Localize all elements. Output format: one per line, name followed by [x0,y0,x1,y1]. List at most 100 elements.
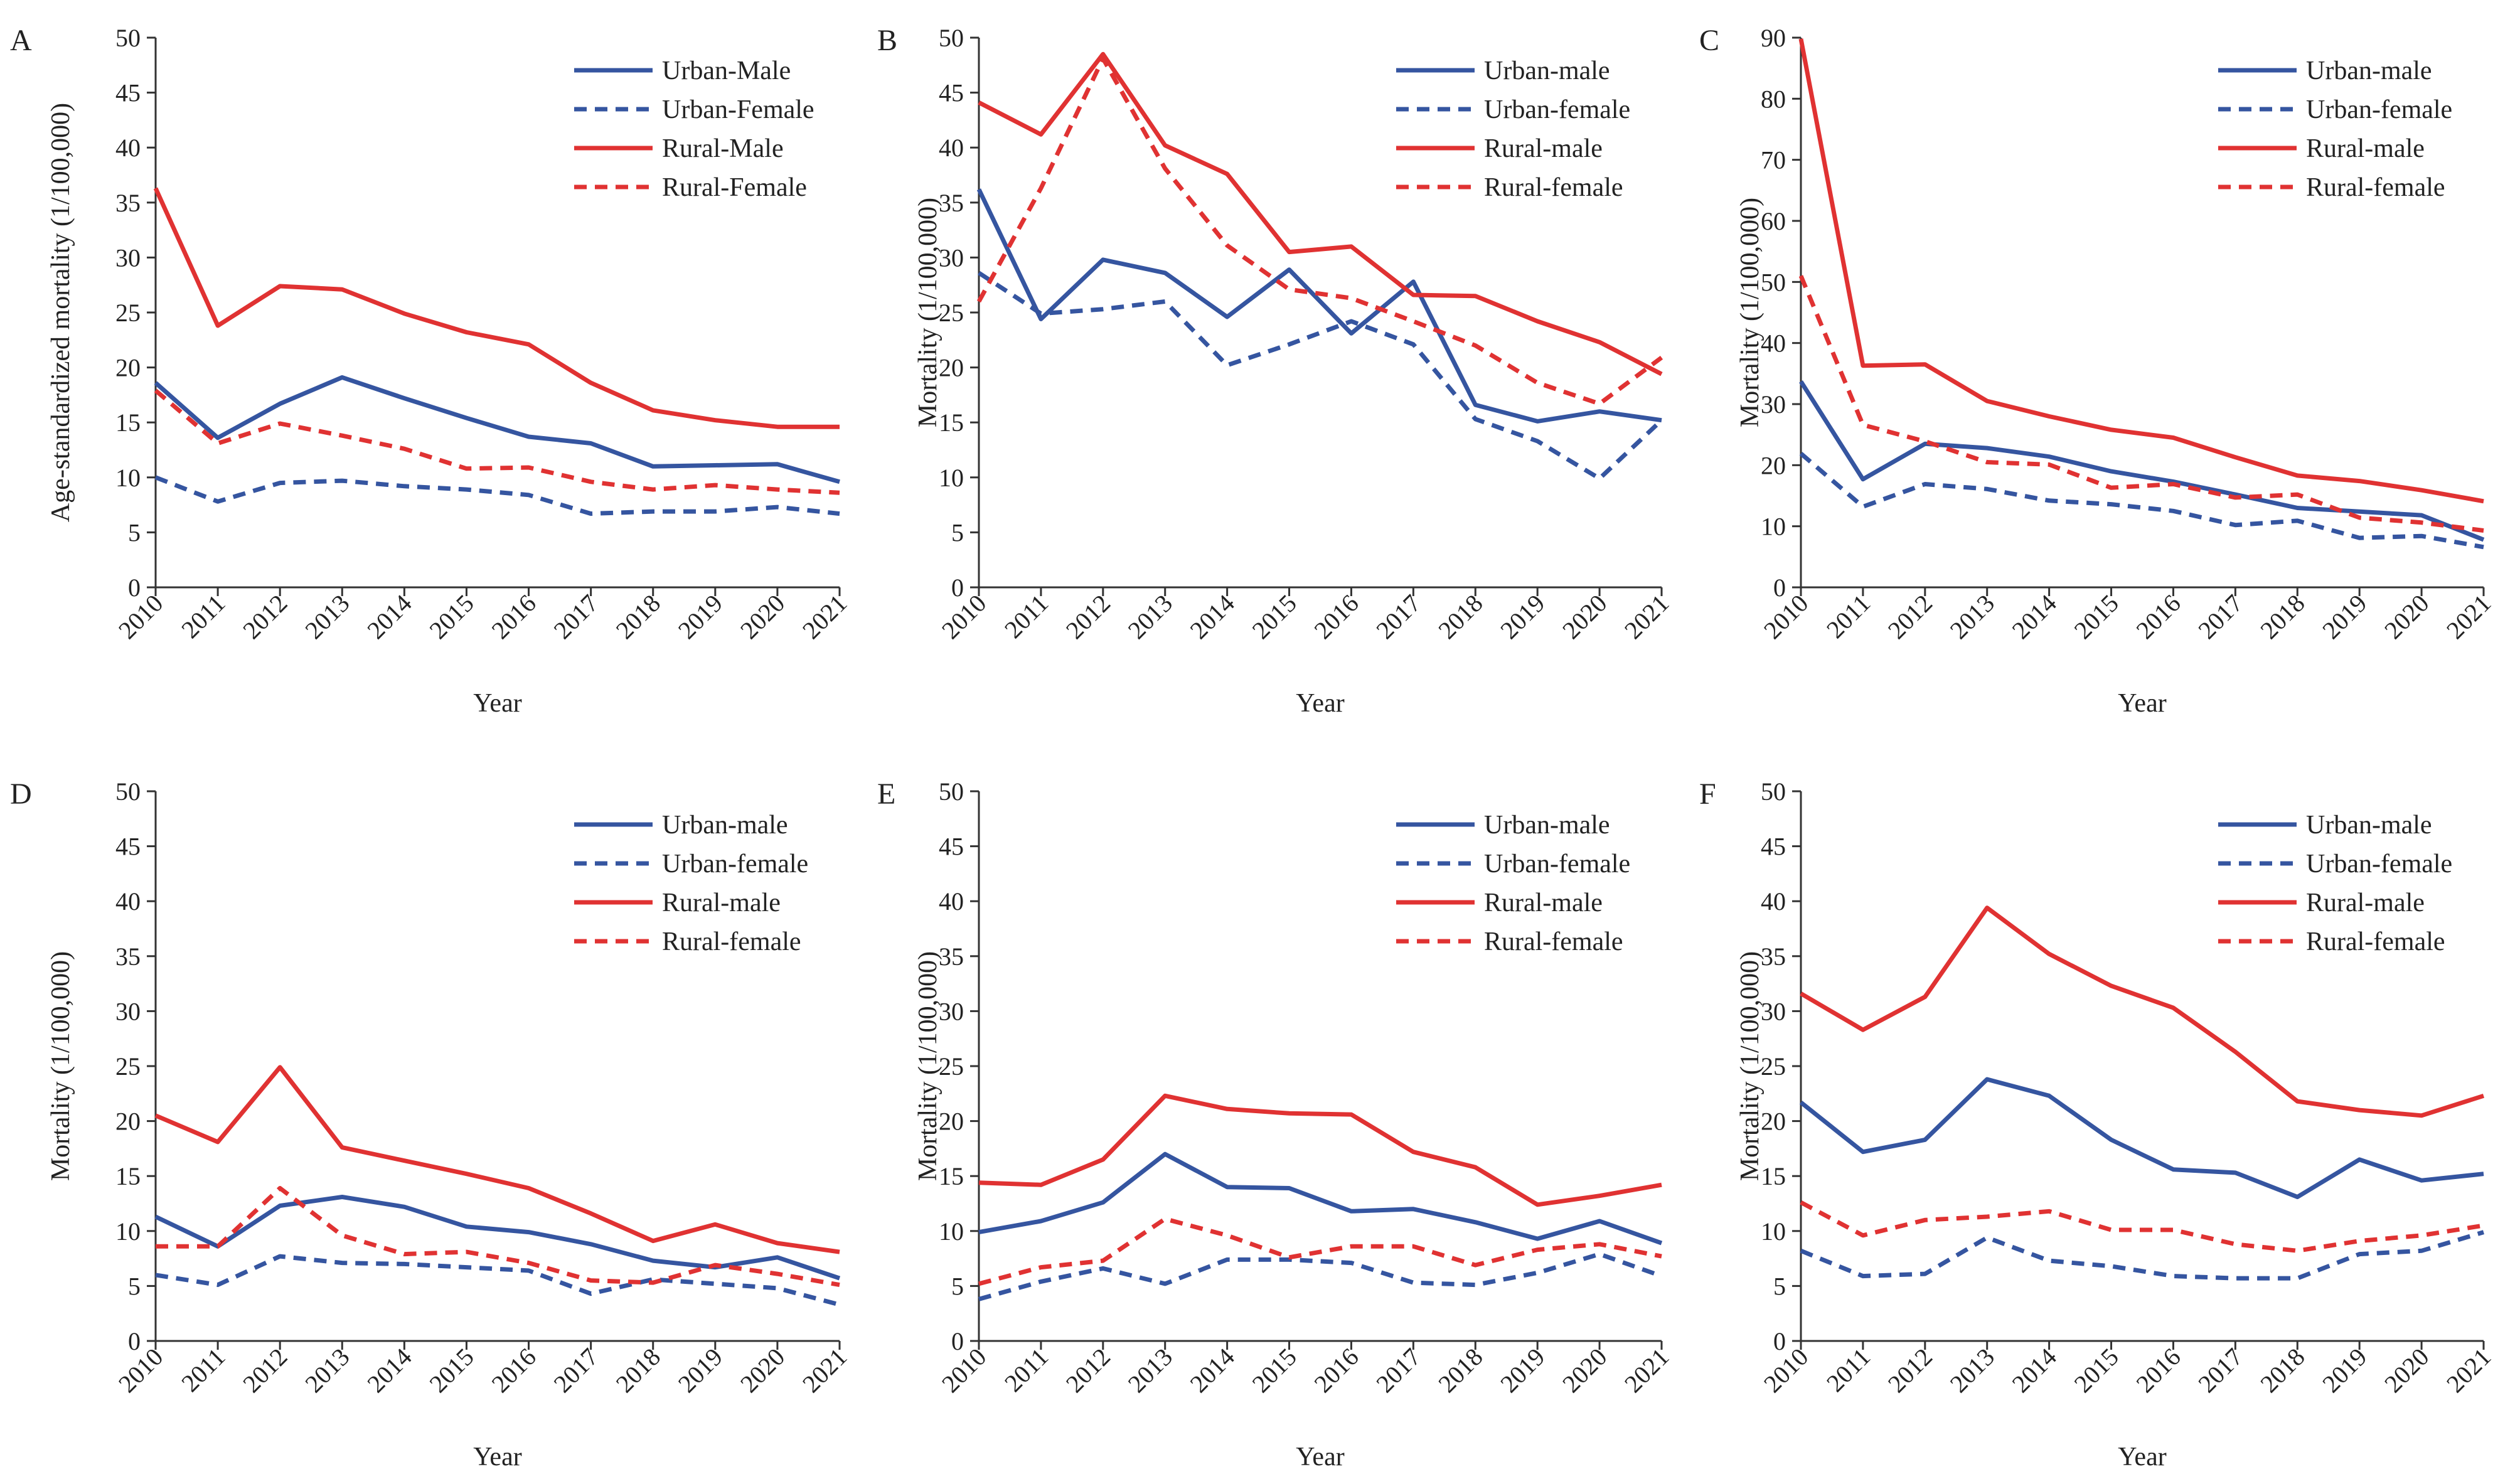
series-line-rural-female [1800,1200,2484,1253]
legend-label: Urban-female [662,850,808,878]
y-tick-label: 30 [1761,390,1786,419]
x-tick-label: 2014 [2007,1343,2062,1398]
y-tick-label: 35 [939,942,964,971]
x-tick-label: 2019 [1495,1343,1550,1398]
x-tick-label: 2010 [113,1343,168,1398]
y-tick-label: 10 [939,464,964,492]
x-tick-label: 2018 [611,1343,666,1398]
legend-label: Urban-male [2306,56,2432,85]
y-tick-label: 0 [1773,1327,1786,1355]
legend-label: Urban-male [1484,811,1610,840]
x-tick-label: 2016 [2130,589,2186,644]
series-line-urban-male [976,188,1662,424]
legend-label: Rural-male [2306,889,2425,917]
x-tick-label: 2014 [361,1343,417,1398]
series-line-urban-male [154,375,840,484]
y-tick-label: 30 [939,243,964,272]
series-line-rural-male [1798,38,2484,504]
series-line-rural-male [978,1093,1662,1207]
legend-label: Urban-male [2306,811,2432,840]
y-tick-label: 50 [115,777,141,806]
x-tick-label: 2021 [2441,1343,2496,1398]
y-tick-label: 30 [115,243,141,272]
panel-b: B 0 5 10 15 20 25 30 35 40 45 50 Mortality (1/100,00… [877,24,1674,718]
x-tick-label: 2012 [237,589,292,644]
x-tick-label: 2011 [1821,589,1876,644]
x-tick-label: 2020 [2379,1343,2434,1398]
x-tick-label: 2012 [1882,1343,1938,1398]
x-tick-label: 2020 [1557,1343,1612,1398]
x-tick-label: 2017 [548,589,604,644]
panel-label: A [10,24,32,57]
x-tick-label: 2020 [2379,589,2434,644]
legend-label: Rural-male [662,889,781,917]
y-axis-label: Mortality (1/100,000) [46,951,75,1181]
x-tick-label: 2011 [999,1343,1054,1397]
series-line-rural-male [978,51,1663,376]
y-tick-label: 45 [115,79,141,107]
x-tick-label: 2018 [1433,589,1488,644]
x-tick-label: 2019 [673,1343,728,1398]
series-line-urban-female [155,1254,840,1307]
x-tick-label: 2011 [176,589,230,644]
x-axis-label: Year [2118,689,2166,718]
y-tick-label: 25 [939,1052,964,1081]
legend-label: Rural-male [2306,134,2425,163]
y-axis-label: Mortality (1/100,000) [914,951,942,1181]
x-tick-label: 2010 [113,589,168,644]
y-tick-label: 35 [115,189,141,217]
y-tick-label: 15 [939,1162,964,1190]
y-tick-label: 15 [1761,1162,1786,1190]
y-tick-label: 50 [1761,268,1786,296]
x-axis-label: Year [473,1443,521,1471]
x-tick-label: 2012 [1060,589,1116,644]
y-tick-label: 25 [1761,1052,1786,1081]
y-tick-label: 45 [1761,833,1786,861]
y-tick-label: 10 [1761,1217,1786,1246]
legend-label: Urban-male [1484,56,1610,85]
y-tick-label: 5 [951,518,964,547]
y-tick-label: 25 [939,299,964,327]
y-tick-label: 50 [939,24,964,52]
y-tick-label: 15 [939,408,964,437]
panel-label: E [877,777,895,811]
x-axis-label: Year [1296,689,1344,718]
legend-label: Rural-Female [662,173,807,202]
series-line-rural-female [156,1186,840,1288]
y-tick-label: 10 [115,464,141,492]
legend-label: Rural-female [2306,173,2445,202]
y-tick-label: 40 [939,887,964,916]
y-tick-label: 30 [115,997,141,1025]
x-tick-label: 2021 [2441,589,2496,644]
x-tick-label: 2019 [2317,1343,2372,1398]
legend-label: Rural-male [1484,134,1603,163]
x-tick-label: 2017 [548,1343,604,1398]
legend-label: Urban-Female [662,95,814,124]
x-tick-label: 2018 [2255,589,2310,644]
series-line-rural-male [1800,905,2485,1118]
x-tick-label: 2015 [1247,589,1302,644]
x-tick-label: 2013 [299,589,355,644]
legend-label: Rural-female [662,927,801,956]
x-tick-label: 2016 [1308,589,1364,644]
legend-label: Rural-Male [662,134,784,163]
x-tick-label: 2016 [1308,1343,1364,1398]
x-tick-label: 2010 [1758,589,1813,644]
x-tick-label: 2021 [1619,1343,1674,1398]
y-tick-label: 20 [939,1108,964,1136]
panel-f: F 0 5 10 15 20 25 30 35 40 45 50 Mortality (1/100,00… [1699,777,2496,1471]
series-line-rural-male [153,187,840,429]
x-tick-label: 2014 [361,589,417,644]
series-line-urban-female [1799,452,2484,550]
series-line-rural-female [976,56,1663,406]
y-tick-label: 10 [115,1217,141,1246]
x-tick-label: 2011 [1821,1343,1876,1397]
y-tick-label: 10 [1761,513,1786,541]
x-tick-label: 2013 [1945,589,2000,644]
y-tick-label: 0 [951,574,964,602]
y-tick-label: 50 [1761,777,1786,806]
x-tick-label: 2020 [735,1343,790,1398]
panel-e: E 0 5 10 15 20 25 30 35 40 45 50 Mortality (1/100,00… [877,777,1674,1471]
y-tick-label: 45 [939,833,964,861]
x-tick-label: 2010 [1758,1343,1813,1398]
